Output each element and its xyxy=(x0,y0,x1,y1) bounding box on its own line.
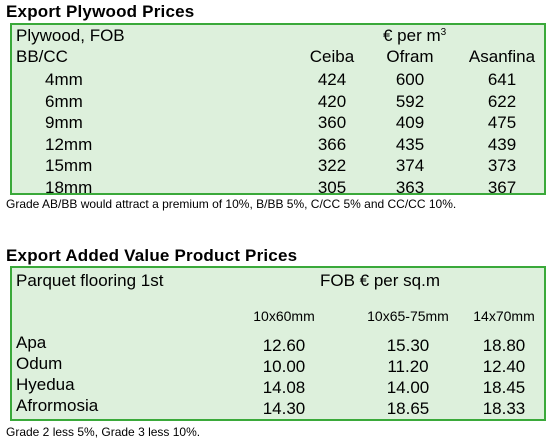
value-added-price-cell: 15.30 xyxy=(386,336,430,355)
plywood-price-cell: 363 xyxy=(395,177,425,197)
value-added-header-label: Parquet flooring 1st xyxy=(16,271,164,290)
value-added-price-cell: 18.33 xyxy=(482,399,526,418)
plywood-column-header: Ceiba xyxy=(309,47,355,66)
plywood-row-size: 6mm xyxy=(45,91,83,111)
value-added-price-cell: 18.65 xyxy=(386,399,430,418)
plywood-row-size: 15mm xyxy=(45,156,93,175)
plywood-grade-label: BB/CC xyxy=(16,47,68,66)
value-added-price-table: Parquet flooring 1st FOB € per sq.m 10x6… xyxy=(10,266,546,421)
value-added-price-cell: 14.00 xyxy=(386,378,430,397)
plywood-price-cell: 374 xyxy=(395,156,425,175)
value-added-column-header: 10x65-75mm xyxy=(367,308,449,324)
plywood-header-label: Plywood, FOB xyxy=(16,26,125,45)
plywood-price-cell: 641 xyxy=(487,70,517,89)
plywood-row-size: 12mm xyxy=(45,134,93,154)
value-added-column-header: 10x60mm xyxy=(253,308,315,324)
plywood-column-header: Ofram xyxy=(386,47,434,66)
plywood-price-cell: 420 xyxy=(317,91,347,111)
value-added-currency-label: FOB € per sq.m xyxy=(320,271,440,290)
plywood-price-cell: 360 xyxy=(317,113,347,132)
plywood-price-cell: 373 xyxy=(487,156,517,175)
plywood-price-cell: 592 xyxy=(395,91,425,111)
value-added-price-cell: 18.80 xyxy=(482,336,526,355)
value-added-price-cell: 14.08 xyxy=(262,378,306,397)
plywood-row-size: 4mm xyxy=(45,70,83,89)
value-added-species-label: Apa xyxy=(16,333,47,352)
plywood-row-size: 9mm xyxy=(45,113,83,132)
value-added-price-cell: 12.40 xyxy=(482,357,526,376)
value-added-price-cell: 11.20 xyxy=(387,357,429,376)
value-added-price-cell: 14.30 xyxy=(262,399,306,418)
value-added-grade-note: Grade 2 less 5%, Grade 3 less 10%. xyxy=(6,425,201,439)
value-added-species-label: Odum xyxy=(16,354,63,373)
value-added-species-label: Hyedua xyxy=(16,375,75,394)
plywood-column-header: Asanfina xyxy=(468,47,536,66)
plywood-price-cell: 367 xyxy=(487,177,517,197)
value-added-column-header: 14x70mm xyxy=(473,308,535,324)
plywood-price-table: Plywood, FOB € per m3 BB/CC Ceiba Ofram As… xyxy=(10,23,546,197)
plywood-price-cell: 322 xyxy=(317,156,347,175)
plywood-row-size: 18mm xyxy=(45,177,93,197)
value-added-species-label: Afrormosia xyxy=(16,396,99,415)
plywood-price-cell: 600 xyxy=(395,70,425,89)
plywood-price-cell: 622 xyxy=(487,91,517,111)
value-added-price-cell: 18.45 xyxy=(482,378,526,397)
value-added-heading: Export Added Value Product Prices xyxy=(6,246,298,265)
plywood-price-cell: 439 xyxy=(487,134,517,154)
value-added-price-cell: 12.60 xyxy=(262,336,306,355)
plywood-heading: Export Plywood Prices xyxy=(6,2,195,21)
plywood-currency-label: € per m3 xyxy=(383,26,447,45)
plywood-price-cell: 435 xyxy=(395,134,425,154)
plywood-price-cell: 366 xyxy=(317,134,347,154)
value-added-price-cell: 10.00 xyxy=(262,357,306,376)
plywood-price-cell: 424 xyxy=(317,70,347,89)
plywood-price-cell: 475 xyxy=(487,113,517,132)
plywood-price-cell: 409 xyxy=(395,113,425,132)
plywood-grade-note: Grade AB/BB would attract a premium of 1… xyxy=(6,197,457,211)
plywood-price-cell: 305 xyxy=(317,177,347,197)
